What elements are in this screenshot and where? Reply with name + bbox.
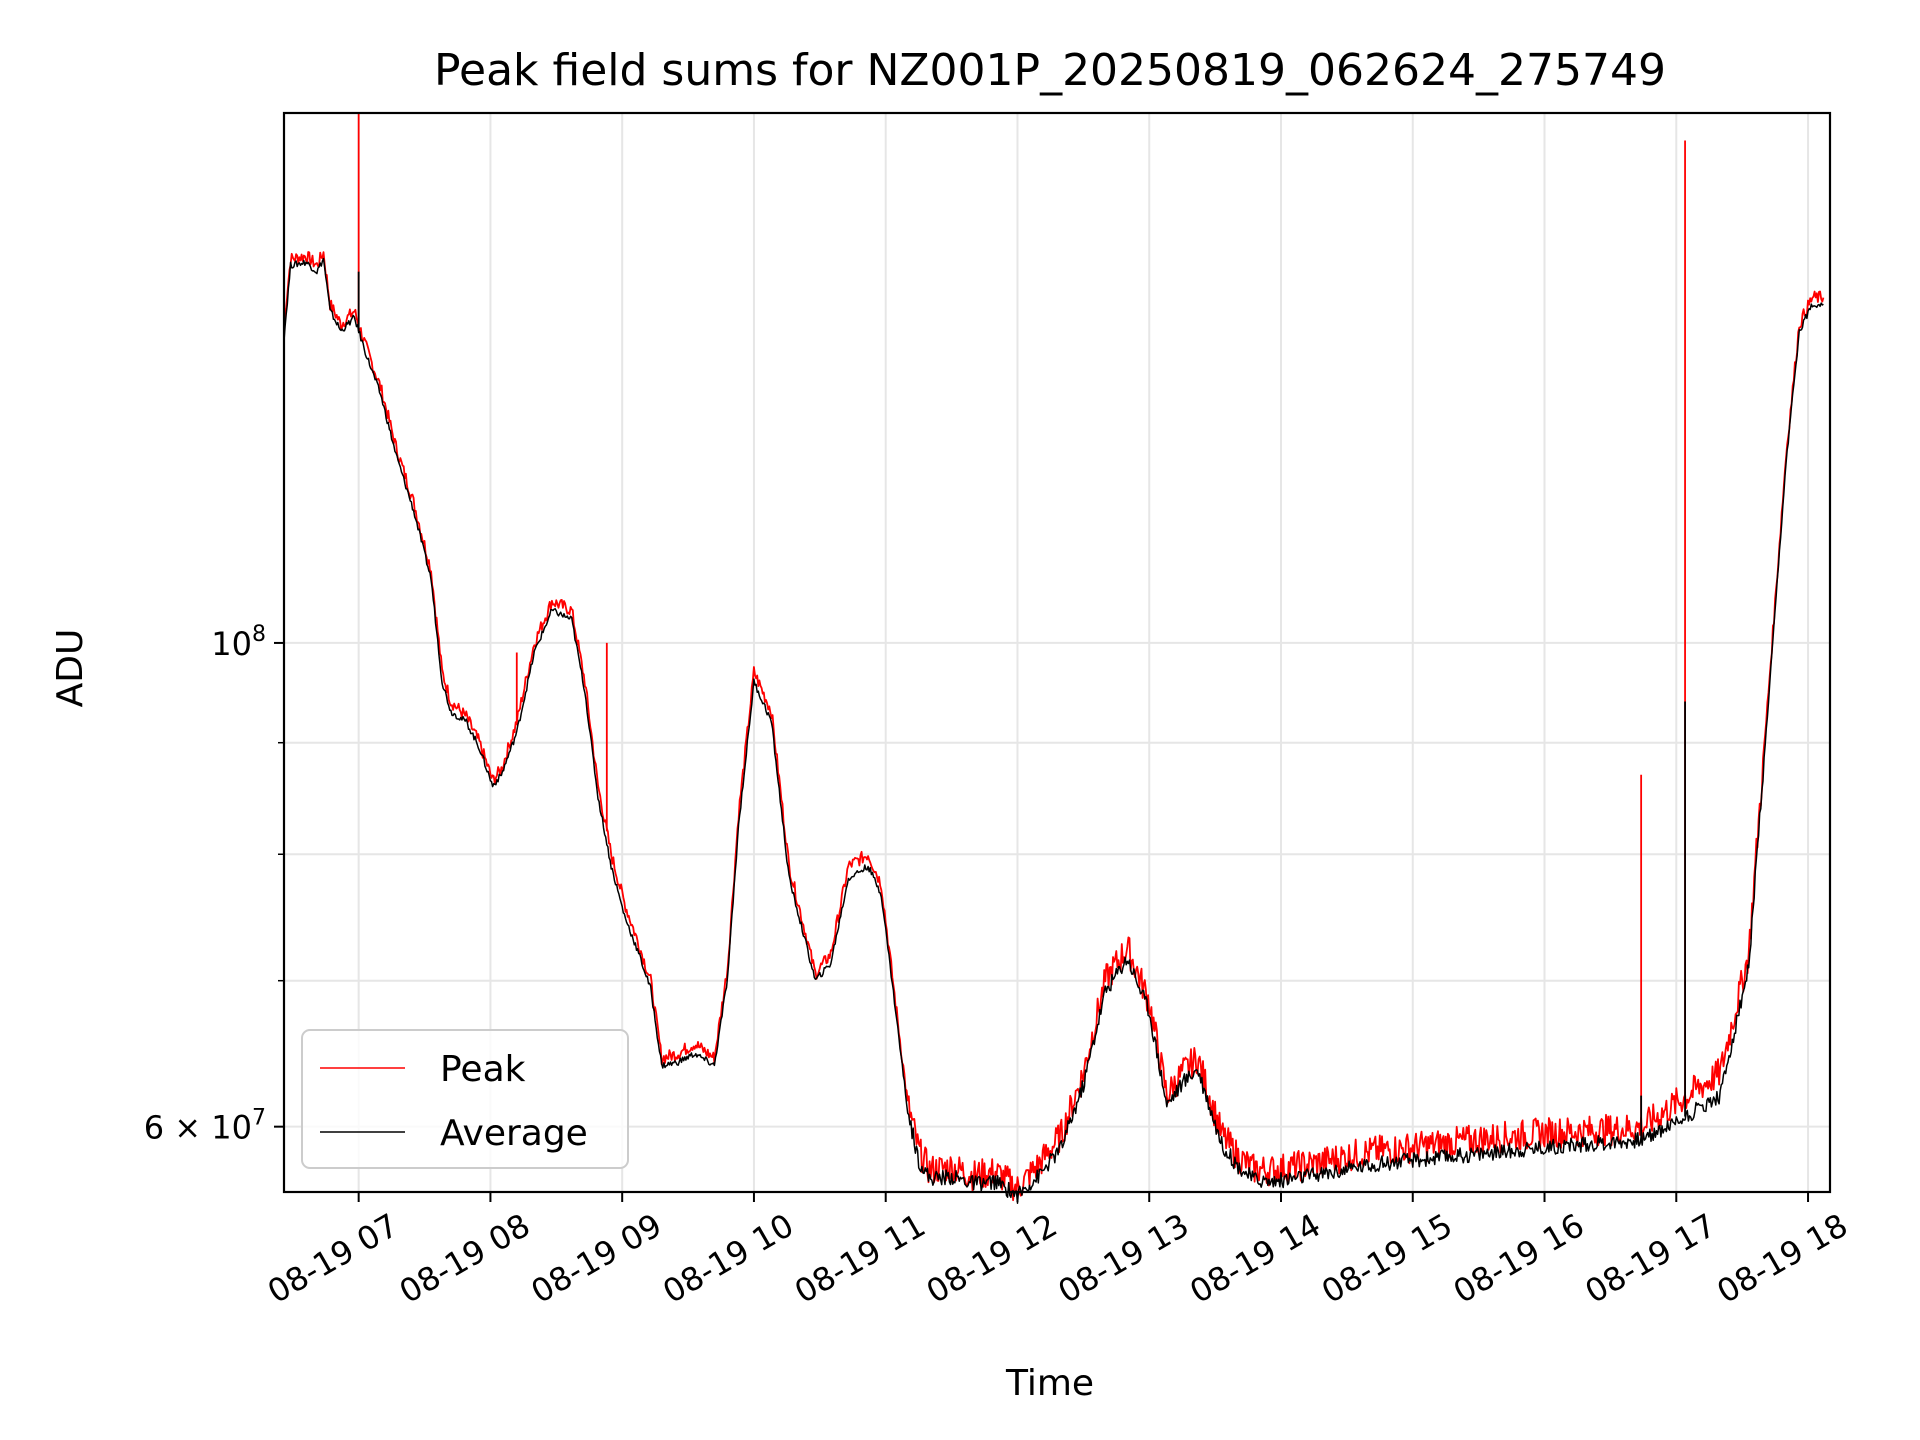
series-line-average xyxy=(283,257,1824,1204)
legend-label-peak: Peak xyxy=(440,1049,526,1090)
legend-box xyxy=(301,1029,629,1169)
grid xyxy=(284,113,1830,1192)
chart-title: Peak field sums for NZ001P_20250819_0626… xyxy=(434,45,1666,96)
y-tick-label: 108 xyxy=(211,622,266,663)
y-axis-label: ADU xyxy=(50,629,91,708)
x-axis-label: Time xyxy=(1005,1363,1094,1404)
plot-frame xyxy=(282,111,1832,1194)
plot-series xyxy=(283,113,1825,1204)
legend: Peak Average xyxy=(301,1029,629,1169)
y-tick-label: 6 × 107 xyxy=(144,1106,266,1147)
legend-label-average: Average xyxy=(440,1113,588,1154)
series-line-peak xyxy=(283,251,1825,1202)
